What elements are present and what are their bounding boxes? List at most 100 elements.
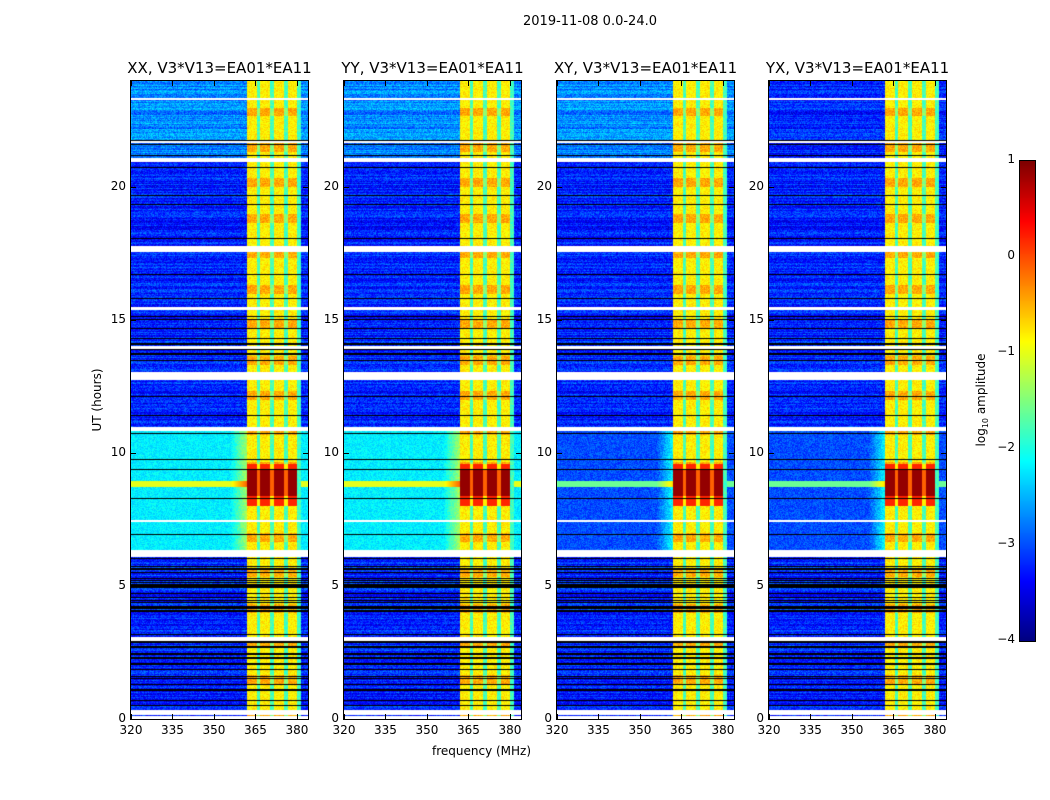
x-tick-mark bbox=[509, 81, 511, 86]
x-tick-mark bbox=[810, 714, 812, 719]
x-tick-label: 350 bbox=[840, 723, 864, 737]
colorbar-tick-label: −3 bbox=[997, 536, 1015, 550]
y-tick-mark bbox=[941, 187, 946, 189]
x-tick-mark bbox=[344, 81, 345, 86]
y-tick-label: 5 bbox=[756, 578, 764, 593]
x-tick-mark bbox=[851, 81, 853, 86]
y-tick-mark bbox=[303, 719, 308, 720]
x-tick-label: 350 bbox=[202, 723, 226, 737]
y-tick-label: 10 bbox=[110, 445, 126, 460]
y-tick-mark bbox=[769, 586, 774, 588]
heatmap-cells bbox=[769, 81, 946, 719]
x-tick-mark bbox=[255, 81, 257, 86]
x-tick-label: 380 bbox=[923, 723, 947, 737]
x-tick-mark bbox=[681, 81, 683, 86]
x-tick-mark bbox=[344, 714, 345, 719]
x-axis-label: frequency (MHz) bbox=[432, 744, 532, 758]
x-tick-mark bbox=[893, 81, 895, 86]
x-tick-label: 335 bbox=[374, 723, 397, 737]
y-tick-mark bbox=[769, 719, 774, 720]
x-tick-label: 335 bbox=[587, 723, 610, 737]
panel-title-yx: YX, V3*V13=EA01*EA11 bbox=[765, 59, 950, 77]
heatmap-panel-yx bbox=[768, 80, 947, 720]
y-tick-mark bbox=[516, 320, 521, 322]
x-tick-mark bbox=[213, 714, 215, 719]
x-tick-label: 365 bbox=[244, 723, 267, 737]
x-tick-mark bbox=[769, 714, 770, 719]
y-tick-mark bbox=[131, 586, 136, 588]
y-tick-mark bbox=[557, 586, 562, 588]
colorbar-tick-label: −4 bbox=[997, 632, 1015, 646]
y-tick-mark bbox=[516, 586, 521, 588]
x-tick-mark bbox=[769, 81, 770, 86]
y-tick-mark bbox=[303, 320, 308, 322]
y-tick-mark bbox=[344, 586, 349, 588]
colorbar-tick-label: −1 bbox=[997, 344, 1015, 358]
x-tick-label: 335 bbox=[799, 723, 822, 737]
y-tick-mark bbox=[941, 453, 946, 455]
y-tick-label: 5 bbox=[544, 578, 552, 593]
x-tick-mark bbox=[385, 714, 387, 719]
y-tick-mark bbox=[516, 187, 521, 189]
y-tick-mark bbox=[131, 187, 136, 189]
y-tick-label: 15 bbox=[536, 312, 552, 327]
y-tick-label: 20 bbox=[110, 179, 126, 194]
x-tick-mark bbox=[131, 81, 132, 86]
x-tick-label: 380 bbox=[711, 723, 735, 737]
colorbar-tick-label: 0 bbox=[1007, 248, 1015, 262]
y-tick-mark bbox=[769, 453, 774, 455]
x-tick-mark bbox=[131, 714, 132, 719]
x-tick-mark bbox=[426, 714, 428, 719]
y-tick-mark bbox=[344, 320, 349, 322]
y-tick-label: 15 bbox=[110, 312, 126, 327]
x-tick-mark bbox=[213, 81, 215, 86]
x-tick-label: 335 bbox=[161, 723, 184, 737]
colorbar-tick-label: 1 bbox=[1007, 152, 1015, 166]
y-tick-label: 10 bbox=[323, 445, 339, 460]
heatmap-panel-yy bbox=[343, 80, 522, 720]
x-tick-mark bbox=[557, 714, 558, 719]
x-tick-label: 350 bbox=[628, 723, 652, 737]
heatmap-cells bbox=[344, 81, 521, 719]
x-tick-label: 365 bbox=[457, 723, 480, 737]
y-tick-label: 0 bbox=[544, 711, 552, 725]
x-tick-mark bbox=[296, 81, 298, 86]
y-tick-mark bbox=[344, 719, 349, 720]
y-tick-mark bbox=[344, 453, 349, 455]
x-tick-mark bbox=[557, 81, 558, 86]
y-axis-label: UT (hours) bbox=[90, 368, 104, 432]
colorbar-label-sub: 10 bbox=[981, 417, 991, 429]
y-tick-label: 10 bbox=[748, 445, 764, 460]
colorbar-tick-label: −2 bbox=[997, 440, 1015, 454]
y-tick-label: 0 bbox=[331, 711, 339, 725]
y-tick-mark bbox=[769, 187, 774, 189]
x-tick-mark bbox=[172, 714, 174, 719]
x-tick-mark bbox=[934, 714, 936, 719]
heatmap-panel-xx bbox=[130, 80, 309, 720]
y-tick-mark bbox=[557, 320, 562, 322]
colorbar-label-rest: amplitude bbox=[973, 353, 988, 418]
x-tick-mark bbox=[598, 714, 600, 719]
y-tick-mark bbox=[729, 187, 734, 189]
heatmap-cells bbox=[131, 81, 308, 719]
x-tick-mark bbox=[639, 81, 641, 86]
x-tick-label: 350 bbox=[415, 723, 439, 737]
colorbar bbox=[1019, 160, 1036, 642]
x-tick-label: 320 bbox=[332, 723, 356, 737]
y-tick-mark bbox=[131, 320, 136, 322]
y-tick-mark bbox=[131, 719, 136, 720]
y-tick-mark bbox=[516, 453, 521, 455]
x-tick-mark bbox=[426, 81, 428, 86]
x-tick-mark bbox=[722, 81, 724, 86]
y-tick-mark bbox=[941, 586, 946, 588]
colorbar-label-log: log bbox=[973, 428, 988, 447]
y-tick-label: 15 bbox=[323, 312, 339, 327]
y-tick-label: 0 bbox=[756, 711, 764, 725]
x-tick-mark bbox=[509, 714, 511, 719]
x-tick-mark bbox=[681, 714, 683, 719]
x-tick-mark bbox=[172, 81, 174, 86]
x-tick-label: 320 bbox=[545, 723, 569, 737]
panel-title-yy: YY, V3*V13=EA01*EA11 bbox=[341, 59, 524, 77]
x-tick-label: 380 bbox=[498, 723, 522, 737]
y-tick-label: 15 bbox=[748, 312, 764, 327]
